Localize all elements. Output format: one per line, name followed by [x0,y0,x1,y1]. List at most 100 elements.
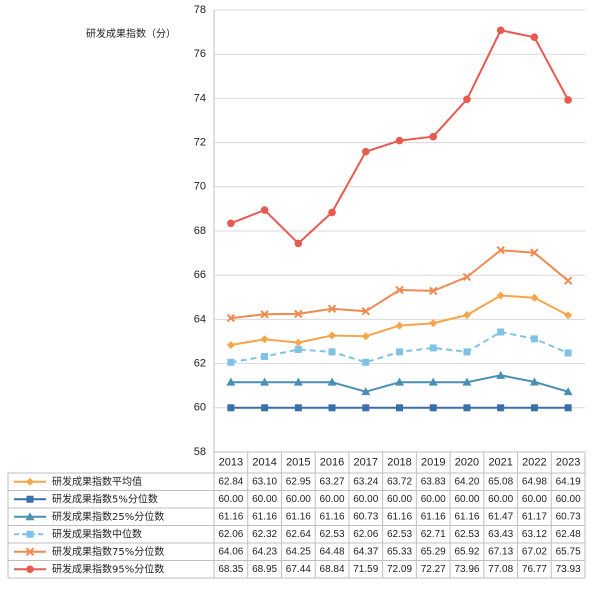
data-label: 63.72 [387,476,412,487]
data-label: 64.20 [454,476,479,487]
data-point [530,248,539,257]
data-point [328,348,336,356]
data-point [227,404,235,412]
data-label: 67.44 [286,564,311,575]
data-point [361,332,370,341]
data-label: 60.00 [320,494,345,505]
data-label: 61.16 [320,511,345,522]
series-line [230,330,569,364]
data-label: 60.73 [556,511,581,522]
data-label: 68.95 [252,564,277,575]
data-point [563,387,573,396]
data-label: 65.33 [387,546,412,557]
x-tick-label: 2019 [421,456,445,468]
data-point [496,26,505,35]
data-label: 64.37 [353,546,378,557]
legend-key-marker [26,565,34,574]
y-tick-label: 68 [194,225,206,237]
series-line [230,294,569,346]
data-point [260,377,270,386]
data-label: 60.00 [286,494,311,505]
data-label: 60.00 [454,494,479,505]
data-point [395,136,404,145]
data-point [429,286,438,296]
data-label: 60.00 [353,494,378,505]
y-tick-label: 74 [194,92,206,104]
data-point [429,132,438,141]
data-label: 68.35 [218,564,243,575]
y-tick-label: 70 [194,181,206,193]
legend-label: 研发成果指数中位数 [52,527,142,540]
legend-key-marker [26,495,34,503]
data-point [328,208,336,217]
data-point [564,311,573,320]
data-point [429,319,438,328]
data-point [396,404,403,412]
data-label: 60.00 [556,494,581,505]
y-tick-label: 60 [194,402,206,414]
data-label: 71.59 [353,564,378,575]
y-tick-label: 78 [194,4,206,16]
x-tick-label: 2018 [387,456,411,468]
data-point [496,370,506,379]
data-label: 65.29 [421,546,446,557]
data-point [362,358,370,366]
legend-key-marker [26,477,34,486]
data-point [564,404,572,412]
legend-key-marker [25,512,35,521]
data-point [328,331,337,340]
data-point [529,377,539,386]
data-point [530,33,539,41]
legend-key-marker [26,530,34,538]
data-point [260,335,269,344]
data-label: 72.09 [387,564,412,575]
x-tick-label: 2014 [252,456,276,468]
legend-label: 研发成果指数5%分位数 [52,492,158,505]
legend-label: 研发成果指数平均值 [52,475,142,488]
data-point [361,147,370,156]
data-point [361,307,370,316]
x-tick-label: 2022 [522,456,546,468]
data-point [328,404,336,412]
data-label: 62.71 [421,529,446,540]
data-label: 62.53 [320,529,345,540]
data-point [530,335,538,343]
data-point [226,313,236,323]
data-label: 76.77 [522,564,547,575]
data-point [260,206,269,214]
data-point [261,404,269,412]
y-tick-label: 62 [194,358,206,370]
data-label: 61.16 [286,511,311,522]
x-tick-label: 2016 [320,456,344,468]
data-label: 60.73 [353,511,378,522]
data-label: 64.23 [252,546,277,557]
data-point [395,321,404,330]
data-label: 60.00 [421,494,446,505]
data-label: 63.43 [488,529,513,540]
data-point [429,344,437,352]
data-point [563,276,573,285]
data-point [294,239,303,248]
data-point [293,377,303,386]
data-label: 64.48 [320,546,345,557]
data-point [496,246,505,255]
y-tick-label: 76 [194,48,206,60]
data-label: 60.00 [522,494,547,505]
data-label: 61.47 [488,511,513,522]
data-label: 63.24 [353,476,378,487]
data-point [564,349,572,357]
data-point [530,293,539,302]
data-point [428,377,438,386]
data-label: 60.00 [387,494,412,505]
data-label: 64.25 [286,546,311,557]
data-point [260,310,269,319]
data-label: 60.00 [488,494,513,505]
data-point [530,404,538,412]
legend-label: 研发成果指数95%分位数 [52,562,164,575]
data-label: 63.83 [421,476,446,487]
data-point [463,348,471,356]
data-point [564,96,572,104]
data-label: 64.06 [218,546,243,557]
x-tick-label: 2023 [556,456,580,468]
